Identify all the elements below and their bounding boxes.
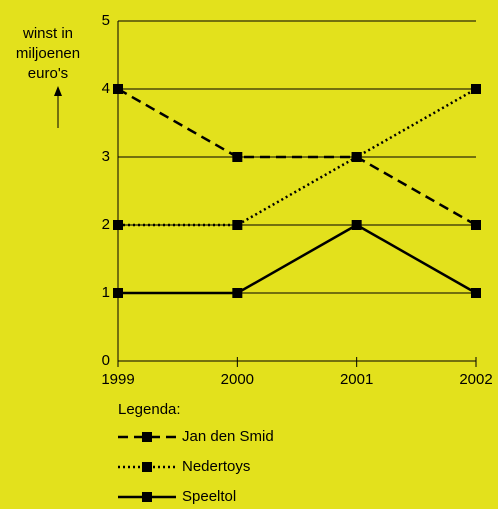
legend-label: Speeltol [182, 488, 236, 505]
chart: winst in miljoenen euro's 0 1 2 3 4 5 1999 2000 200… [0, 0, 498, 509]
data-point [113, 288, 123, 298]
y-tick-label: 0 [102, 352, 110, 369]
x-tick-label: 2002 [459, 371, 492, 388]
y-tick-label: 2 [102, 216, 110, 233]
data-point [113, 220, 123, 230]
legend-label: Nedertoys [182, 458, 250, 475]
legend-title: Legenda: [118, 401, 181, 418]
x-tick-label: 1999 [101, 371, 134, 388]
data-point [113, 84, 123, 94]
data-point [232, 220, 242, 230]
data-point [232, 152, 242, 162]
y-tick-label: 3 [102, 148, 110, 165]
data-point [471, 220, 481, 230]
x-tick-label: 2000 [221, 371, 254, 388]
legend-marker [142, 432, 152, 442]
y-tick-label: 5 [102, 12, 110, 29]
data-point [352, 152, 362, 162]
y-tick-label: 1 [102, 284, 110, 301]
y-axis-label: euro's [28, 65, 68, 82]
legend-label: Jan den Smid [182, 428, 274, 445]
data-point [471, 84, 481, 94]
data-point [352, 220, 362, 230]
legend-marker [142, 462, 152, 472]
x-tick-label: 2001 [340, 371, 373, 388]
y-tick-label: 4 [102, 80, 110, 97]
y-axis-label: miljoenen [16, 45, 80, 62]
y-axis-label: winst in [22, 25, 73, 42]
data-point [232, 288, 242, 298]
data-point [471, 288, 481, 298]
legend-marker [142, 492, 152, 502]
